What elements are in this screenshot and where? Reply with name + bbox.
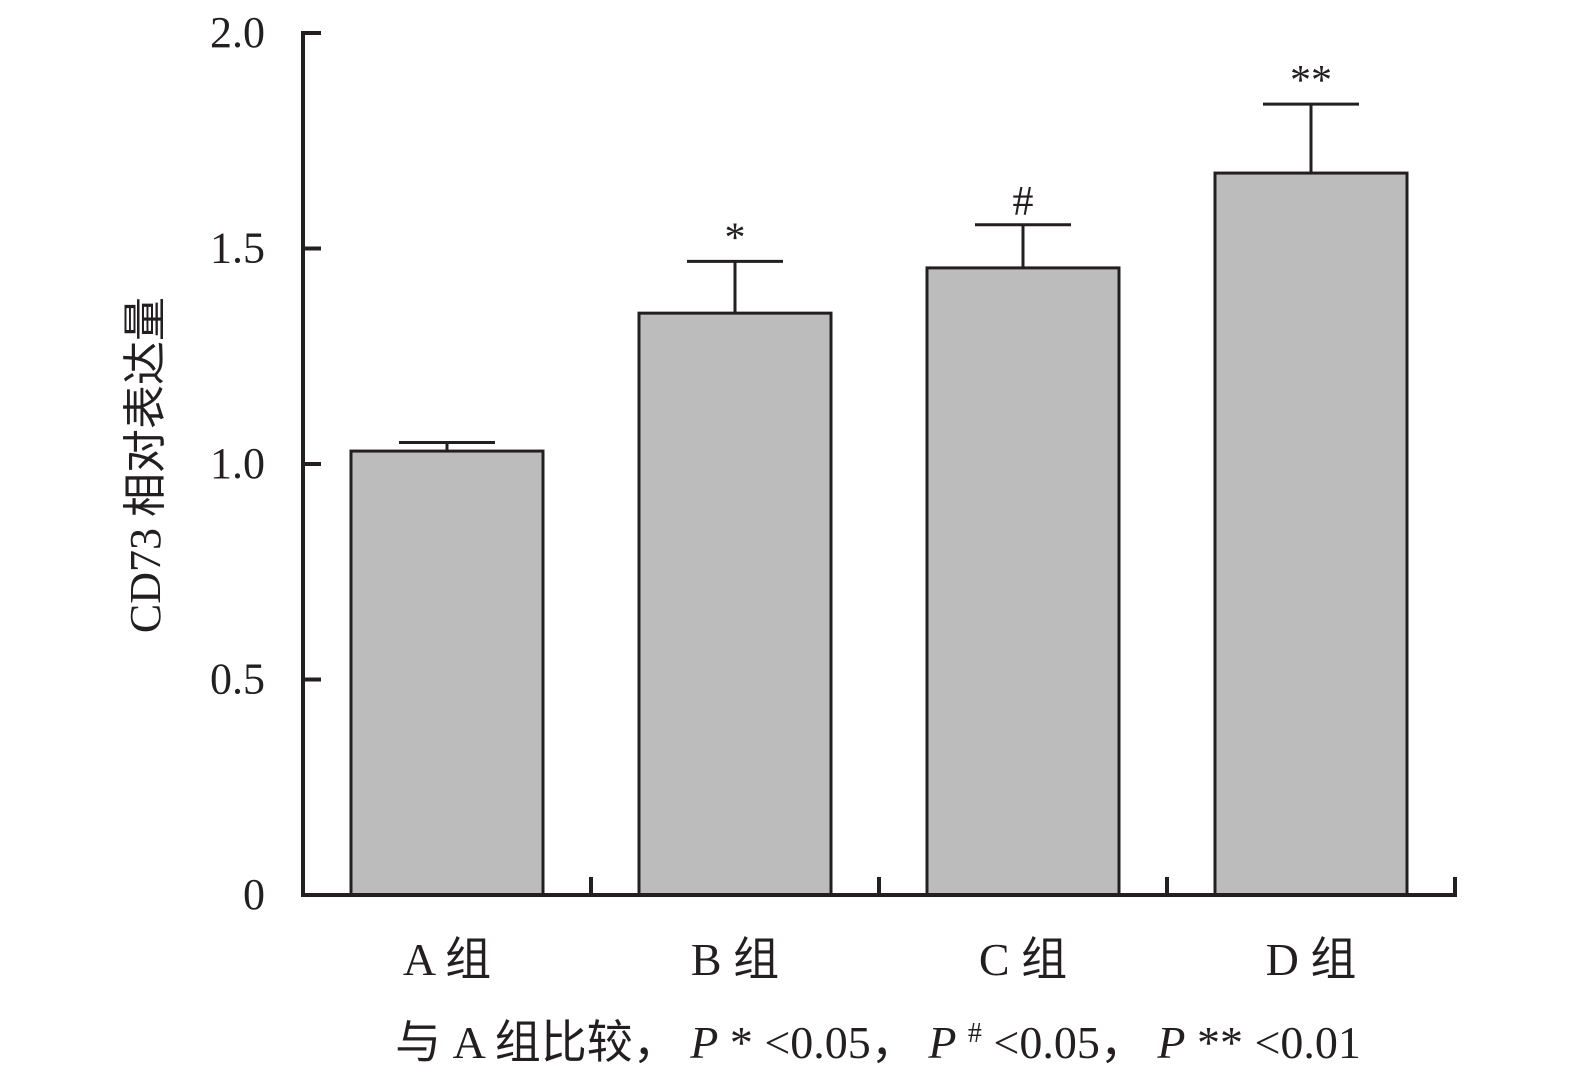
axes-layer: A 组 B 组 C 组 D 组 0 0.5 1.0 1.5 2.0 bbox=[210, 8, 1457, 985]
y-tick-label-2: 0.5 bbox=[210, 655, 265, 704]
footnote-mark-2: # bbox=[968, 1018, 982, 1049]
significance-mark-3: # bbox=[1013, 179, 1034, 225]
y-tick-label-3: 1.0 bbox=[210, 439, 265, 488]
footnote-p-1: P bbox=[689, 1017, 718, 1068]
y-tick-label-5: 2.0 bbox=[210, 8, 265, 57]
bar-2 bbox=[637, 311, 833, 897]
category-label-1: A 组 bbox=[403, 934, 491, 985]
footnote-prefix: 与 A 组比较， bbox=[395, 1017, 679, 1068]
footnote-mark-3: ** bbox=[1197, 1017, 1243, 1068]
bar-1 bbox=[349, 449, 545, 897]
category-label-2: B 组 bbox=[691, 934, 779, 985]
y-tick-label-1: 0 bbox=[243, 870, 265, 919]
bars-layer: * # ** bbox=[349, 58, 1409, 897]
footnote-rest-3: <0.01 bbox=[1254, 1017, 1360, 1068]
footnote: 与 A 组比较， P * <0.05， P # <0.05， P ** <0.0… bbox=[395, 1001, 1361, 1068]
footnote-p-3: P bbox=[1156, 1017, 1185, 1068]
category-label-4: D 组 bbox=[1266, 934, 1357, 985]
y-tick-label-4: 1.5 bbox=[210, 224, 265, 273]
footnote-rest-2: <0.05， bbox=[993, 1017, 1145, 1068]
footnote-rest-1: <0.05， bbox=[764, 1017, 916, 1068]
y-axis-title: CD73 相对表达量 bbox=[121, 297, 170, 633]
significance-mark-4: ** bbox=[1290, 58, 1332, 104]
footnote-p-2: P bbox=[927, 1017, 956, 1068]
significance-mark-2: * bbox=[725, 215, 746, 261]
footnote-mark-1: * bbox=[730, 1017, 753, 1068]
category-label-3: C 组 bbox=[979, 934, 1067, 985]
bar-4 bbox=[1213, 171, 1409, 897]
bar-3 bbox=[925, 266, 1121, 897]
